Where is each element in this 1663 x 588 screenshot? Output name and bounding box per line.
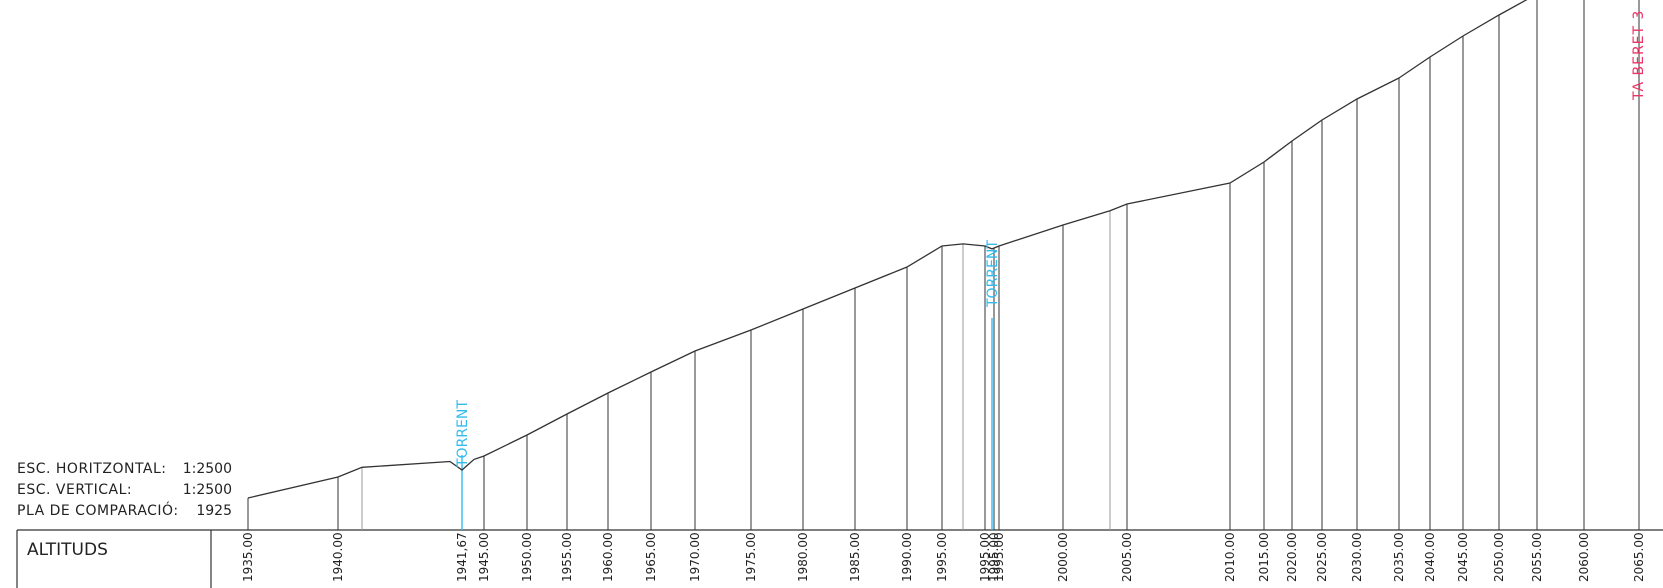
- station-elevation-label: 2010.00: [1223, 532, 1237, 582]
- station-elevation-label: 1935.00: [241, 532, 255, 582]
- station-elevation-label: 2035.00: [1392, 532, 1406, 582]
- station-elevation-label: 2040.00: [1423, 532, 1437, 582]
- station-elevation-label: 1995.00: [935, 532, 949, 582]
- station-elevation-label: 1955.00: [560, 532, 574, 582]
- station-lines: [247, 0, 1640, 530]
- altitudes-band-title: ALTITUDS: [27, 540, 108, 560]
- station-elevation-label: 2015.00: [1257, 532, 1271, 582]
- station-elevation-label: 1995.00: [992, 532, 1006, 582]
- legend-horizontal-scale-value: 1:2500: [182, 461, 232, 477]
- legend-horizontal-scale-label: ESC. HORITZONTAL:: [17, 461, 167, 477]
- station-elevation-label: 1941,67: [455, 532, 469, 582]
- station-elevation-label: 1940.00: [331, 532, 345, 582]
- station-elevation-label: 1995.00: [987, 532, 1001, 582]
- station-elevation-label: 2050.00: [1492, 532, 1506, 582]
- station-elevation-label: 2030.00: [1350, 532, 1364, 582]
- station-elevation-label: 1990.00: [900, 532, 914, 582]
- station-elevation-label: 1945.00: [477, 532, 491, 582]
- legend-vertical-scale-label: ESC. VERTICAL:: [17, 482, 133, 498]
- station-elevation-label: 2065.00: [1632, 532, 1646, 582]
- station-elevation-label: 1970.00: [688, 532, 702, 582]
- endpoint-label: TA BERET 3: [1631, 10, 1647, 101]
- altitude-band-frame: [16, 529, 1663, 588]
- station-elevation-label: 2000.00: [1056, 532, 1070, 582]
- annotations: TORRENT TORRENT TA BERET 3: [455, 10, 1647, 468]
- station-elevation-label: 2020.00: [1285, 532, 1299, 582]
- torrent-crossing-label: TORRENT: [455, 400, 471, 468]
- station-labels: 1935.00 1940.00 1941,67 1945.00 1950.00 1955.…: [241, 532, 1646, 582]
- legend-datum-value: 1925: [196, 503, 232, 519]
- station-elevation-label: 1965.00: [644, 532, 658, 582]
- station-elevation-label: 2045.00: [1456, 532, 1470, 582]
- legend-vertical-scale-value: 1:2500: [182, 482, 232, 498]
- station-elevation-label: 1980.00: [796, 532, 810, 582]
- station-elevation-label: 1975.00: [744, 532, 758, 582]
- station-elevation-label: 2025.00: [1315, 532, 1329, 582]
- station-elevation-label: 2055.00: [1530, 532, 1544, 582]
- terrain-profile-line: [247, 0, 1528, 499]
- station-elevation-label: 1995.00: [978, 532, 992, 582]
- station-elevation-label: 1985.00: [848, 532, 862, 582]
- station-elevation-label: 2060.00: [1577, 532, 1591, 582]
- torrent-crossing-label: TORRENT: [985, 240, 1001, 308]
- station-elevation-label: 1950.00: [520, 532, 534, 582]
- station-elevation-label: 2005.00: [1120, 532, 1134, 582]
- legend-datum-label: PLA DE COMPARACIÓ:: [17, 503, 179, 519]
- station-elevation-label: 1960.00: [601, 532, 615, 582]
